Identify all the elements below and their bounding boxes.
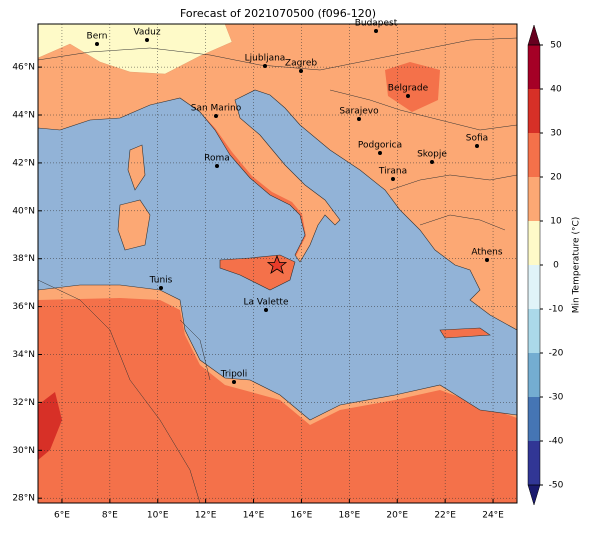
x-tick-label: 18°E xyxy=(339,511,361,521)
border xyxy=(38,279,201,503)
plot-frame xyxy=(37,23,518,504)
city-label: Roma xyxy=(204,154,230,164)
city-dot xyxy=(232,380,236,384)
x-tick-label: 24°E xyxy=(482,511,504,521)
city-dot xyxy=(299,69,303,73)
island xyxy=(439,327,491,339)
x-tick-label: 12°E xyxy=(195,511,217,521)
city-dot xyxy=(159,286,163,290)
x-tick-label: 8°E xyxy=(102,511,118,521)
border xyxy=(389,174,517,191)
y-tick-label: 32°N xyxy=(12,398,35,408)
colorbar-band xyxy=(528,177,540,221)
city-dot xyxy=(430,160,434,164)
city-label: Bern xyxy=(87,32,108,42)
x-tick-label: 6°E xyxy=(54,511,70,521)
colorbar-tick-label: 0 xyxy=(553,261,559,271)
hot-zone xyxy=(38,392,62,460)
city-dot xyxy=(214,114,218,118)
colorbar-band xyxy=(528,397,540,441)
border xyxy=(179,319,211,381)
colorbar-tick-label: -50 xyxy=(549,481,564,491)
y-tick-label: 30°N xyxy=(12,446,35,456)
y-tick-label: 42°N xyxy=(12,158,35,168)
colorbar-band xyxy=(528,309,540,353)
city-dot xyxy=(391,177,395,181)
city-dot xyxy=(475,144,479,148)
island xyxy=(117,199,151,251)
x-tick-label: 16°E xyxy=(291,511,313,521)
location-star xyxy=(266,254,288,274)
city-dot xyxy=(406,94,410,98)
city-label: Tirana xyxy=(378,167,407,177)
colorbar-label: Min Temperature (°C) xyxy=(572,217,582,314)
city-label: Athens xyxy=(471,248,502,258)
colorbar-band xyxy=(528,353,540,397)
colorbar-tick-label: -20 xyxy=(549,349,564,359)
colorbar-tick-label: 50 xyxy=(550,41,562,51)
y-tick-label: 38°N xyxy=(12,254,35,264)
city-label: Ljubljana xyxy=(245,54,286,64)
city-dot xyxy=(374,29,378,33)
x-tick-label: 10°E xyxy=(147,511,169,521)
colorbar-tick-label: 20 xyxy=(550,173,562,183)
city-dot xyxy=(378,151,382,155)
city-label: La Valette xyxy=(244,298,289,308)
colorbar-band xyxy=(528,265,540,309)
city-dot xyxy=(485,258,489,262)
city-label: Tripoli xyxy=(220,370,248,380)
colorbar-tick-label: -30 xyxy=(549,393,564,403)
warm-zone xyxy=(385,62,440,112)
city-label: Belgrade xyxy=(388,84,429,94)
y-tick-label: 28°N xyxy=(12,494,35,504)
alps-zone xyxy=(130,24,170,36)
colorbar-band xyxy=(528,221,540,265)
city-label: Zagreb xyxy=(285,59,317,69)
colorbar-tick-label: -40 xyxy=(549,437,564,447)
warm-zone xyxy=(38,298,517,503)
city-label: Tunis xyxy=(149,276,173,286)
y-tick-label: 44°N xyxy=(12,111,35,121)
colorbar-tick-label: 40 xyxy=(550,85,562,95)
x-tick-label: 14°E xyxy=(243,511,265,521)
city-label: San Marino xyxy=(191,104,242,114)
grid xyxy=(38,24,517,503)
colorbar-tick-label: -10 xyxy=(549,305,564,315)
city-dot xyxy=(357,117,361,121)
colorbar-tick-label: 10 xyxy=(550,217,562,227)
city-dot xyxy=(215,164,219,168)
colorbar-extension xyxy=(527,484,541,506)
city-label: Vaduz xyxy=(133,28,160,38)
city-label: Podgorica xyxy=(358,141,402,151)
colorbar-extension xyxy=(527,24,541,46)
colorbar-band xyxy=(528,133,540,177)
y-tick-label: 46°N xyxy=(12,63,35,73)
city-label: Budapest xyxy=(355,19,398,29)
colorbar-band xyxy=(528,89,540,133)
y-tick-label: 40°N xyxy=(12,206,35,216)
island xyxy=(127,144,146,191)
city-label: Sofia xyxy=(466,134,488,144)
city-dot xyxy=(145,38,149,42)
city-dot xyxy=(95,42,99,46)
y-tick-label: 34°N xyxy=(12,350,35,360)
colorbar-tick-label: 30 xyxy=(550,129,562,139)
city-dot xyxy=(263,64,267,68)
city-dot xyxy=(264,308,268,312)
colorbar-band xyxy=(528,45,540,89)
y-tick-label: 36°N xyxy=(12,302,35,312)
map-area xyxy=(38,24,517,503)
x-tick-label: 22°E xyxy=(434,511,456,521)
colorbar-band xyxy=(528,441,540,485)
border xyxy=(419,214,506,231)
title: Forecast of 2021070500 (f096-120) xyxy=(180,7,376,20)
x-tick-label: 20°E xyxy=(386,511,408,521)
city-label: Skopje xyxy=(417,150,447,160)
city-label: Sarajevo xyxy=(339,107,379,117)
